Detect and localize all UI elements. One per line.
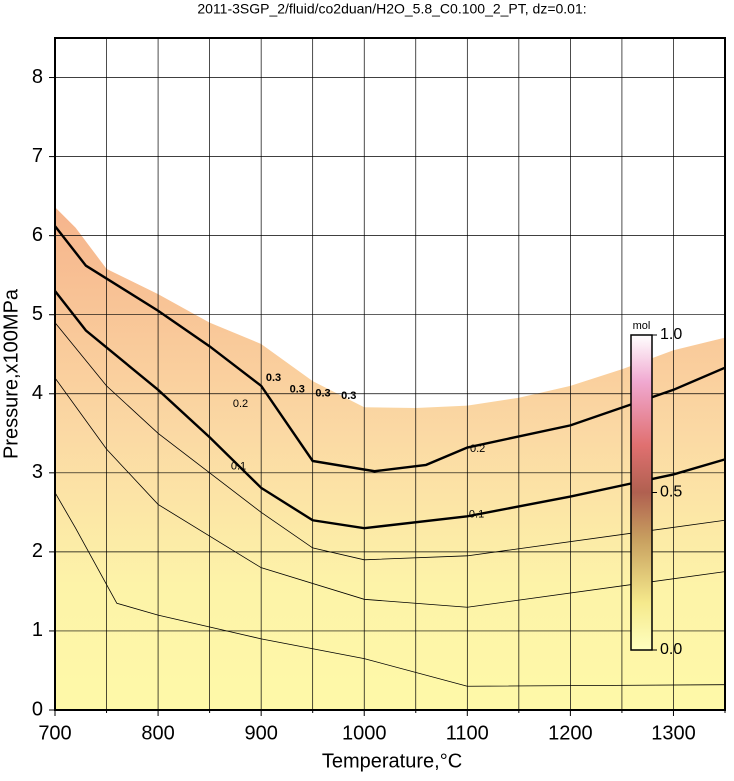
y-tick-label: 8	[32, 66, 43, 88]
y-tick-label: 5	[32, 303, 43, 325]
contour-label: 0.3	[290, 384, 305, 396]
y-tick-label: 7	[32, 145, 43, 167]
contour-label: 0.3	[266, 372, 281, 384]
colorbar-tick-label: 0.0	[660, 641, 682, 658]
x-tick-label: 1000	[342, 722, 387, 744]
plot-frame	[54, 37, 726, 711]
x-axis-label: Temperature,°C	[322, 750, 462, 772]
colorbar-tick-label: 1.0	[660, 326, 682, 343]
y-tick-label: 3	[32, 461, 43, 483]
y-tick-label: 6	[32, 224, 43, 246]
colorbar-tick-label: 0.5	[660, 484, 682, 501]
colorbar	[630, 334, 653, 651]
y-tick-label: 0	[32, 698, 43, 720]
contour-label: 0.2	[233, 398, 248, 410]
data-region	[55, 207, 725, 710]
y-tick-label: 4	[32, 382, 43, 404]
contour-line	[54, 492, 726, 687]
contour-label: 0.1	[469, 509, 484, 521]
contour-line	[54, 377, 726, 608]
contour-label: 0.2	[470, 443, 485, 455]
contour-label: 0.3	[315, 388, 330, 400]
colorbar-label: mol	[633, 320, 651, 332]
contour-label: 0.3	[341, 390, 356, 402]
chart-title: 2011-3SGP_2/fluid/co2duan/H2O_5.8_C0.100…	[197, 1, 586, 17]
x-tick-label: 1100	[446, 722, 489, 744]
y-axis-label: Pressure,x100MPa	[0, 288, 22, 459]
contour-line	[54, 322, 726, 561]
y-tick-label: 2	[32, 540, 43, 562]
x-tick-label: 1200	[548, 722, 593, 744]
x-tick-label: 700	[38, 722, 71, 744]
x-tick-label: 1300	[651, 722, 696, 744]
contour-line	[54, 225, 726, 473]
y-tick-label: 1	[32, 619, 43, 641]
contour-line	[54, 290, 726, 530]
x-tick-label: 900	[244, 722, 277, 744]
x-tick-label: 800	[141, 722, 174, 744]
contour-label: 0.1	[231, 460, 246, 472]
